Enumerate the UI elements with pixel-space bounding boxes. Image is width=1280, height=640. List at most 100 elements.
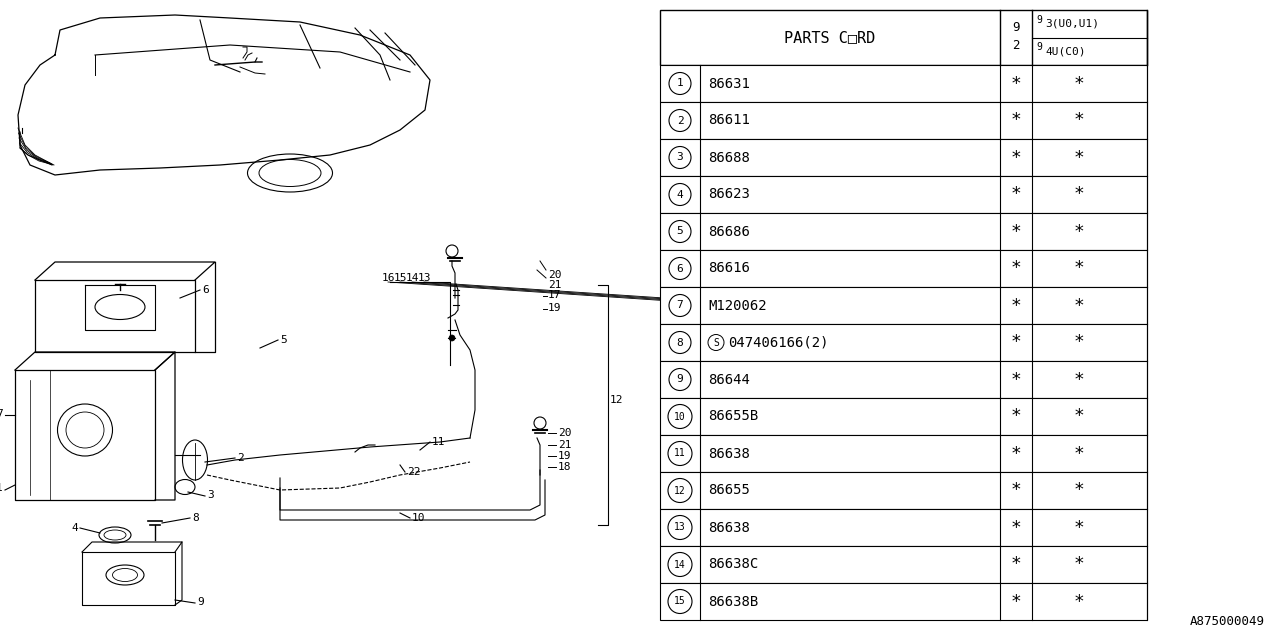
Text: 6: 6	[677, 264, 684, 273]
Text: 047406166(2): 047406166(2)	[728, 335, 828, 349]
Bar	[660, 398, 1147, 435]
Text: 12: 12	[611, 395, 623, 405]
Text: 15: 15	[675, 596, 686, 607]
Text: 7: 7	[677, 301, 684, 310]
Text: 86688: 86688	[708, 150, 750, 164]
Text: *: *	[1011, 518, 1021, 536]
Bar	[660, 546, 1147, 583]
Text: 4U(C0): 4U(C0)	[1044, 46, 1085, 56]
Text: 10: 10	[412, 513, 425, 523]
Text: 7: 7	[0, 409, 3, 419]
Text: M120062: M120062	[708, 298, 767, 312]
Text: 21: 21	[548, 280, 562, 290]
Text: 86638: 86638	[708, 520, 750, 534]
Text: 13: 13	[417, 273, 431, 283]
Text: *: *	[1074, 333, 1085, 351]
Text: 4: 4	[677, 189, 684, 200]
Text: 8: 8	[192, 513, 198, 523]
Bar	[660, 287, 1147, 324]
Text: *: *	[1011, 186, 1021, 204]
Text: 10: 10	[675, 412, 686, 422]
Bar	[660, 213, 1147, 250]
Text: 9: 9	[1012, 21, 1020, 34]
Text: 21: 21	[558, 440, 571, 450]
Text: 6: 6	[202, 285, 209, 295]
Text: A875000049: A875000049	[1190, 615, 1265, 628]
Text: 18: 18	[558, 462, 571, 472]
Text: 13: 13	[675, 522, 686, 532]
Text: *: *	[1074, 518, 1085, 536]
Bar	[660, 10, 1147, 65]
Bar	[660, 176, 1147, 213]
Text: 86655B: 86655B	[708, 410, 758, 424]
Text: 9: 9	[677, 374, 684, 385]
Bar	[660, 509, 1147, 546]
Text: PARTS C□RD: PARTS C□RD	[785, 30, 876, 45]
Text: *: *	[1011, 408, 1021, 426]
Text: *: *	[1074, 296, 1085, 314]
Text: 9: 9	[197, 597, 204, 607]
Text: 3(U0,U1): 3(U0,U1)	[1044, 19, 1100, 29]
Text: *: *	[1074, 593, 1085, 611]
Bar	[660, 250, 1147, 287]
Text: *: *	[1011, 223, 1021, 241]
Bar	[660, 324, 1147, 361]
Text: *: *	[1074, 259, 1085, 278]
Text: 9: 9	[1036, 42, 1042, 52]
Text: *: *	[1074, 556, 1085, 573]
Bar	[660, 65, 1147, 102]
Text: *: *	[1011, 445, 1021, 463]
Text: 86655: 86655	[708, 483, 750, 497]
Text: *: *	[1011, 148, 1021, 166]
Text: 86638C: 86638C	[708, 557, 758, 572]
Text: *: *	[1011, 259, 1021, 278]
Text: 8: 8	[677, 337, 684, 348]
Text: 5: 5	[280, 335, 287, 345]
Text: *: *	[1074, 481, 1085, 499]
Text: *: *	[1011, 593, 1021, 611]
Text: 86611: 86611	[708, 113, 750, 127]
Text: *: *	[1074, 408, 1085, 426]
Text: 86686: 86686	[708, 225, 750, 239]
Text: *: *	[1074, 445, 1085, 463]
Text: 20: 20	[558, 428, 571, 438]
Text: *: *	[1011, 556, 1021, 573]
Text: 11: 11	[433, 437, 445, 447]
Text: *: *	[1074, 223, 1085, 241]
Text: 19: 19	[548, 303, 562, 313]
Text: *: *	[1011, 74, 1021, 93]
Text: 11: 11	[675, 449, 686, 458]
Circle shape	[449, 335, 454, 341]
Text: 86638B: 86638B	[708, 595, 758, 609]
Text: 86638: 86638	[708, 447, 750, 461]
Text: *: *	[1074, 371, 1085, 388]
Text: 86623: 86623	[708, 188, 750, 202]
Bar	[660, 139, 1147, 176]
Text: 14: 14	[675, 559, 686, 570]
Bar	[660, 435, 1147, 472]
Text: 2: 2	[237, 453, 243, 463]
Text: 2: 2	[677, 115, 684, 125]
Text: *: *	[1074, 111, 1085, 129]
Bar	[660, 102, 1147, 139]
Text: 86644: 86644	[708, 372, 750, 387]
Text: 1: 1	[0, 483, 3, 493]
Text: *: *	[1074, 148, 1085, 166]
Text: S: S	[713, 337, 719, 348]
Text: 14: 14	[406, 273, 419, 283]
Bar	[660, 361, 1147, 398]
Text: 1: 1	[677, 79, 684, 88]
Text: *: *	[1074, 74, 1085, 93]
Text: 2: 2	[1012, 39, 1020, 52]
Text: *: *	[1011, 333, 1021, 351]
Text: 22: 22	[407, 467, 421, 477]
Text: *: *	[1011, 111, 1021, 129]
Text: 19: 19	[558, 451, 571, 461]
Bar	[660, 583, 1147, 620]
Text: 86616: 86616	[708, 262, 750, 275]
Text: 3: 3	[677, 152, 684, 163]
Text: 86631: 86631	[708, 77, 750, 90]
Text: 17: 17	[548, 290, 562, 300]
Text: 20: 20	[548, 270, 562, 280]
Text: 5: 5	[677, 227, 684, 237]
